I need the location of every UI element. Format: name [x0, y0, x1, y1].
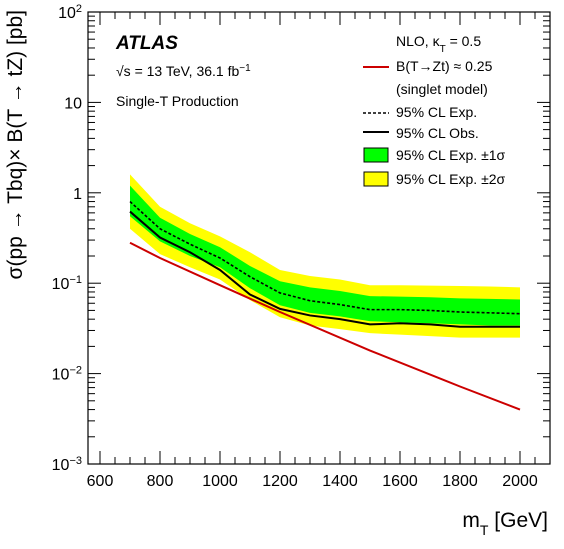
y-tick-label: 10 [64, 95, 82, 112]
legend-header: NLO, κT = 0.5 [396, 33, 481, 55]
x-tick-label: 2000 [502, 473, 538, 490]
process-label: Single-T Production [116, 93, 239, 109]
uncertainty-bands [130, 174, 520, 338]
y-tick-label: 10−1 [52, 274, 82, 293]
x-tick-label: 1400 [322, 473, 358, 490]
y-axis-ticks: 10−3 10−2 10−1 1 10 102 [52, 3, 550, 474]
limit-lines [129, 200, 521, 411]
y-axis-label: σ(pp → Tbq)× B(T → tZ) [pb] [4, 10, 27, 280]
y-tick-label: 10−2 [52, 365, 82, 384]
y-tick-label: 1 [73, 186, 82, 203]
x-tick-label: 800 [147, 473, 174, 490]
theory-line [129, 241, 521, 411]
legend-label-one-sigma: 95% CL Exp. ±1σ [396, 147, 506, 163]
band-one-sigma [130, 185, 520, 326]
legend-label-expected: 95% CL Exp. [396, 104, 477, 120]
legend-label-observed: 95% CL Obs. [396, 125, 479, 141]
legend-label-branching: B(T→Zt) ≈ 0.25 [396, 58, 493, 74]
observed-limit-line [129, 210, 520, 328]
x-axis-label: mT [GeV] [462, 509, 548, 538]
atlas-label: ATLAS [115, 33, 178, 54]
energy-luminosity-label: √s = 13 TeV, 36.1 fb−1 [116, 63, 251, 80]
band-two-sigma [130, 174, 520, 338]
x-axis-ticks: 600 800 1000 1200 1400 1600 1800 2000 [87, 12, 538, 490]
legend-marker-green-box [363, 147, 389, 163]
x-tick-label: 600 [87, 473, 114, 490]
x-tick-label: 1200 [262, 473, 298, 490]
y-tick-label: 10−3 [52, 455, 82, 474]
legend-marker-yellow-box [363, 171, 389, 187]
x-tick-label: 1000 [202, 473, 238, 490]
x-tick-label: 1600 [382, 473, 418, 490]
legend-label-two-sigma: 95% CL Exp. ±2σ [396, 171, 506, 187]
legend: NLO, κT = 0.5 B(T→Zt) ≈ 0.25 (singlet mo… [363, 33, 506, 187]
y-tick-label: 102 [58, 3, 82, 22]
x-tick-label: 1800 [442, 473, 478, 490]
expected-limit-line [129, 200, 521, 315]
legend-label-singlet: (singlet model) [396, 81, 488, 97]
plot-frame [87, 11, 551, 465]
